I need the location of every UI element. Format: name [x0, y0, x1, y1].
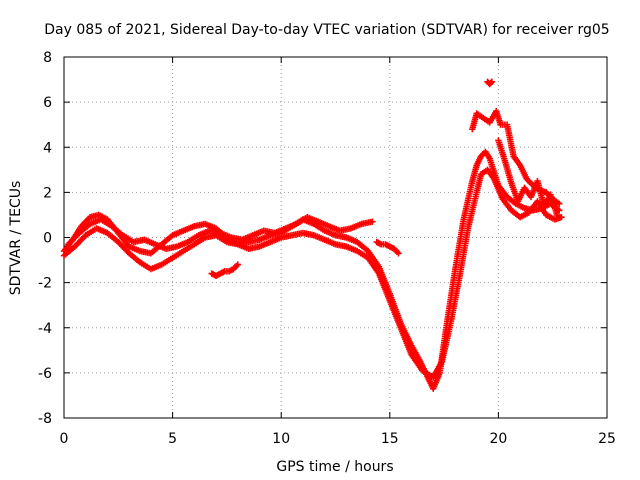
series-track-c — [65, 213, 376, 252]
data-point — [395, 250, 402, 257]
data-points — [60, 78, 565, 392]
y-tick-label: -2 — [38, 276, 52, 292]
y-tick-label: 4 — [43, 140, 52, 156]
data-point — [558, 213, 565, 221]
chart-title: Day 085 of 2021, Sidereal Day-to-day VTE… — [44, 22, 609, 38]
data-point — [553, 211, 561, 219]
x-tick-label: 10 — [272, 431, 290, 447]
series-track-g — [484, 78, 496, 88]
series-track-a — [60, 148, 563, 392]
axis-ticks — [63, 56, 608, 419]
data-point — [488, 78, 496, 86]
y-tick-label: -8 — [38, 411, 52, 427]
data-point — [369, 218, 376, 225]
data-point — [556, 200, 563, 207]
y-tick-label: 2 — [43, 185, 52, 201]
series-track-e — [373, 238, 402, 257]
data-point — [487, 79, 494, 87]
series-track-b — [60, 166, 565, 381]
series-track-d — [208, 261, 241, 280]
y-tick-label: 0 — [43, 231, 52, 247]
x-axis-title: GPS time / hours — [276, 459, 393, 475]
y-tick-labels: -8 -6 -4 -2 0 2 4 6 8 — [38, 50, 52, 427]
y-tick-label: 6 — [43, 95, 52, 111]
x-tick-label: 5 — [168, 431, 177, 447]
data-point — [234, 261, 241, 268]
x-tick-label: 0 — [60, 431, 69, 447]
x-tick-labels: 0 5 10 15 20 25 — [60, 431, 616, 447]
x-tick-label: 20 — [489, 431, 507, 447]
y-tick-label: -6 — [38, 366, 52, 382]
x-tick-label: 25 — [598, 431, 616, 447]
y-tick-label: 8 — [43, 50, 52, 66]
x-tick-label: 15 — [381, 431, 399, 447]
series-track-h — [495, 137, 561, 219]
y-axis-title: SDTVAR / TECUs — [8, 181, 24, 296]
y-tick-label: -4 — [38, 321, 52, 337]
